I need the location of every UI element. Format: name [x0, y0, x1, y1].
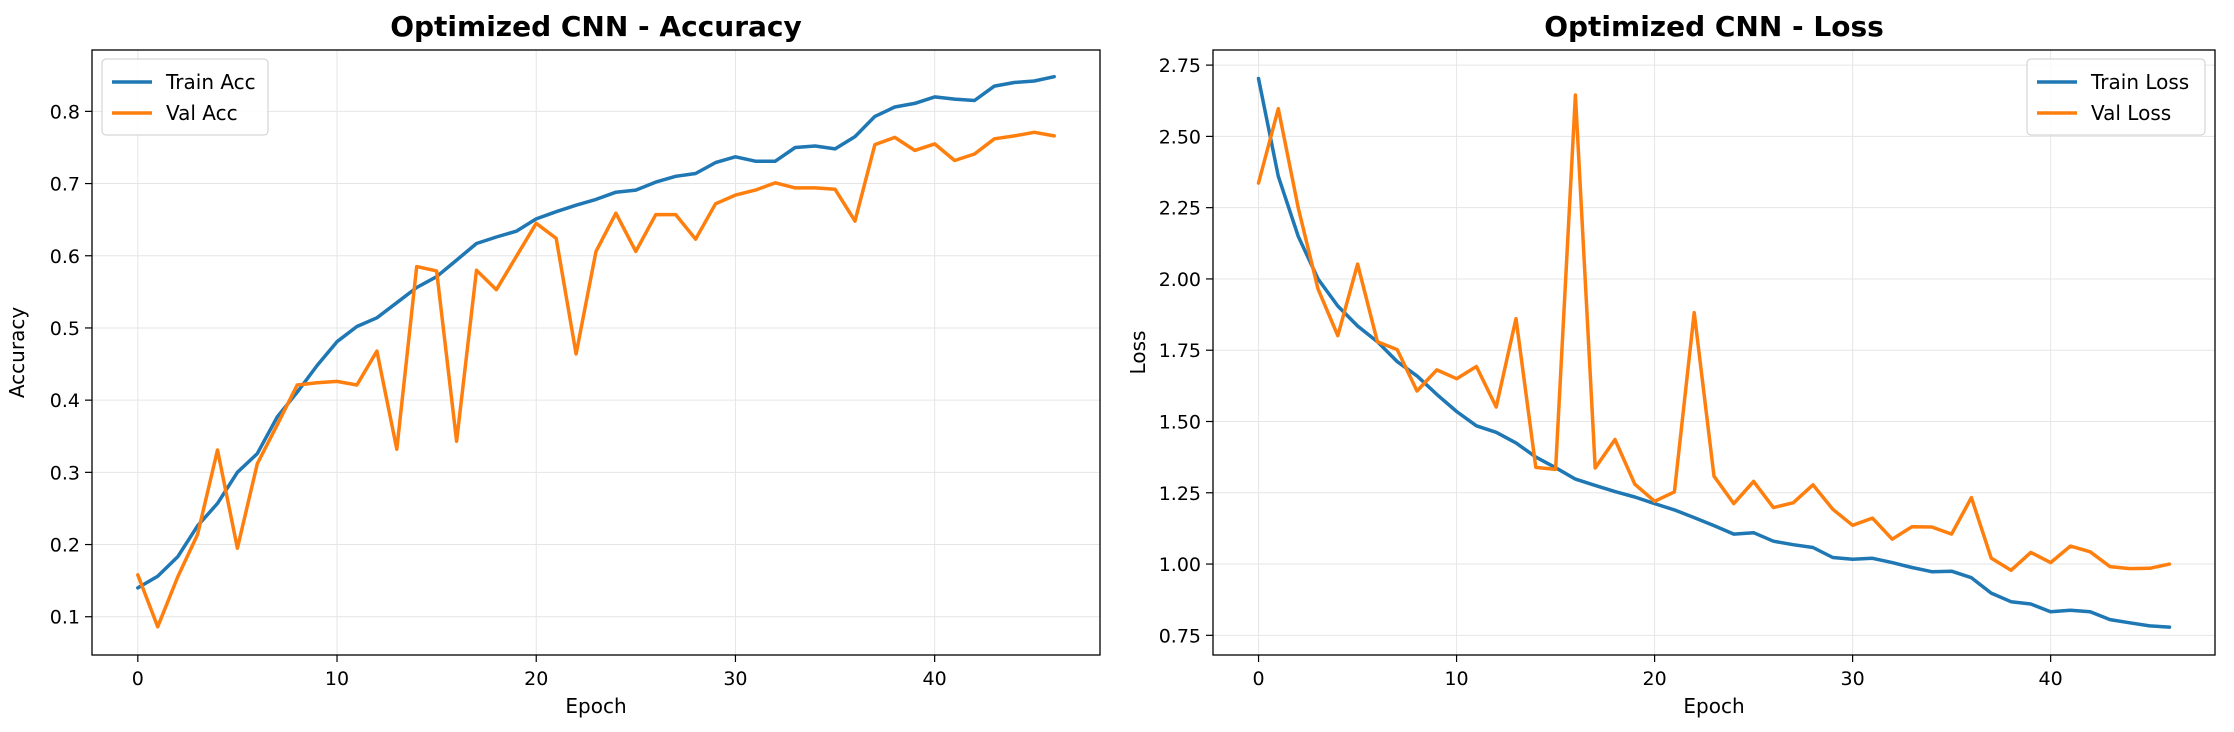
x-tick-label: 20: [524, 668, 548, 690]
loss-y-axis-label: Loss: [1126, 331, 1150, 375]
y-tick-label: 0.3: [50, 462, 80, 484]
loss-lines: [1256, 76, 2172, 629]
legend-label-val-acc: Val Acc: [166, 101, 238, 125]
series-line-train-loss: [1256, 76, 2172, 629]
loss-ticks: 0 10 20 30 40 0.75 1.00 1.25 1.50 1.75 2.00 2.25 2.5…: [1159, 55, 2063, 690]
accuracy-y-axis-label: Accuracy: [5, 307, 29, 398]
loss-legend: Train Loss Val Loss: [2026, 58, 2206, 136]
accuracy-legend: Train Acc Val Acc: [101, 58, 269, 136]
x-tick-label: 10: [1444, 668, 1468, 690]
x-tick-label: 0: [1252, 668, 1264, 690]
y-tick-label: 2.50: [1159, 126, 1201, 148]
y-tick-label: 0.4: [50, 390, 80, 412]
y-tick-label: 2.00: [1159, 269, 1201, 291]
y-tick-label: 2.75: [1159, 55, 1201, 77]
accuracy-grid: [92, 50, 1100, 655]
series-line-val-loss: [1256, 93, 2172, 573]
legend-label-train-acc: Train Acc: [165, 70, 256, 94]
accuracy-chart: 0 10 20 30 40 0.1 0.2 0.3 0.4 0.5 0.6 0.7 0.8 Optimi…: [5, 10, 1101, 718]
y-tick-label: 1.25: [1159, 483, 1201, 505]
y-tick-label: 0.8: [50, 101, 80, 123]
y-tick-label: 1.75: [1159, 340, 1201, 362]
y-tick-label: 0.5: [50, 318, 80, 340]
x-tick-label: 40: [2039, 668, 2063, 690]
x-tick-label: 30: [1841, 668, 1865, 690]
accuracy-chart-title: Optimized CNN - Accuracy: [390, 10, 802, 43]
loss-chart-title: Optimized CNN - Loss: [1544, 10, 1884, 43]
x-tick-label: 20: [1642, 668, 1666, 690]
legend-label-train-loss: Train Loss: [2090, 70, 2189, 94]
y-tick-label: 0.75: [1159, 625, 1201, 647]
loss-chart: 0 10 20 30 40 0.75 1.00 1.25 1.50 1.75 2.00 2.25 2.5…: [1126, 10, 2216, 718]
accuracy-ticks: 0 10 20 30 40 0.1 0.2 0.3 0.4 0.5 0.6 0.7 0.8: [50, 101, 947, 690]
accuracy-x-axis-label: Epoch: [565, 694, 626, 718]
y-tick-label: 1.50: [1159, 411, 1201, 433]
loss-x-axis-label: Epoch: [1683, 694, 1744, 718]
x-tick-label: 30: [723, 668, 747, 690]
loss-plot-frame: [1212, 49, 2216, 656]
accuracy-lines: [136, 74, 1056, 629]
series-line-val-acc: [136, 130, 1056, 629]
x-tick-label: 0: [132, 668, 144, 690]
loss-grid: [1213, 50, 2215, 655]
y-tick-label: 0.7: [50, 174, 80, 196]
x-tick-label: 40: [923, 668, 947, 690]
accuracy-legend-box: [101, 58, 269, 136]
accuracy-plot-frame: [91, 49, 1101, 656]
x-tick-label: 10: [325, 668, 349, 690]
legend-label-val-loss: Val Loss: [2091, 101, 2171, 125]
y-tick-label: 0.1: [50, 607, 80, 629]
y-tick-label: 0.2: [50, 535, 80, 557]
y-tick-label: 0.6: [50, 246, 80, 268]
y-tick-label: 2.25: [1159, 198, 1201, 220]
loss-legend-box: [2026, 58, 2206, 136]
y-tick-label: 1.00: [1159, 554, 1201, 576]
